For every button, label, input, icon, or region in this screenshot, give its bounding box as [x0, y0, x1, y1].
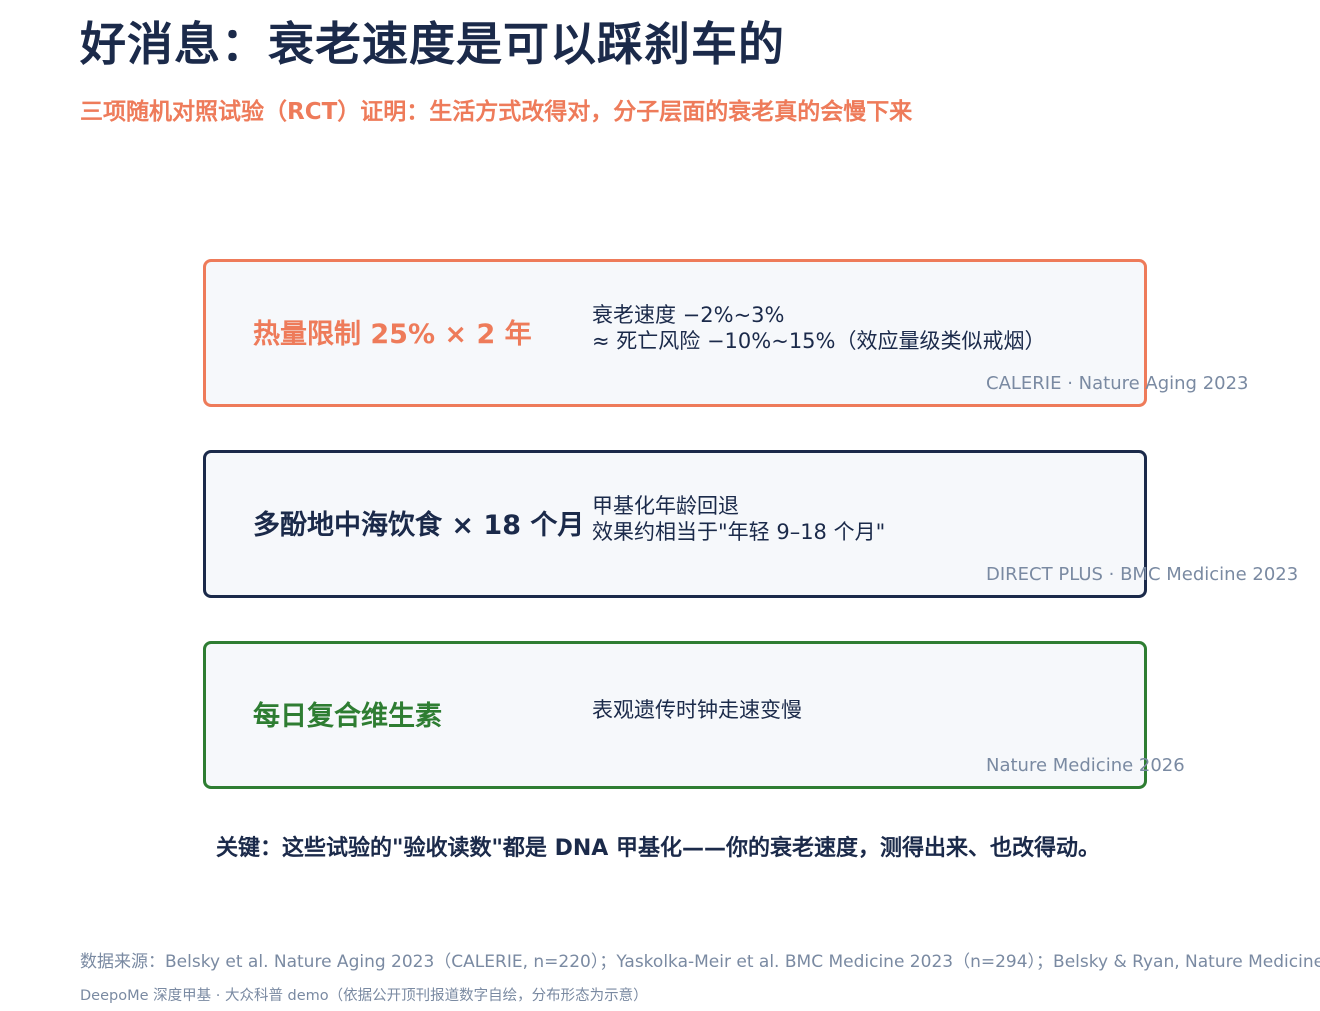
- footer-credit: DeepoMe 深度甲基 · 大众科普 demo（依据公开顶刊报道数字自绘，分布…: [80, 988, 648, 1004]
- page-subtitle: 三项随机对照试验（RCT）证明：生活方式改得对，分子层面的衰老真的会慢下来: [80, 99, 913, 125]
- card-multivitamin: 每日复合维生素 表观遗传时钟走速变慢 Nature Medicine 2026: [203, 641, 1185, 789]
- page-title: 好消息：衰老速度是可以踩刹车的: [80, 17, 785, 71]
- card-effect-line: 衰老速度 −2%~3%: [592, 303, 785, 327]
- card-effect: 表观遗传时钟走速变慢: [592, 697, 802, 723]
- card-source: CALERIE · Nature Aging 2023: [986, 373, 1249, 394]
- card-source: DIRECT PLUS · BMC Medicine 2023: [986, 564, 1299, 585]
- card-mediterranean-diet: 多酚地中海饮食 × 18 个月 甲基化年龄回退 效果约相当于"年轻 9–18 个…: [203, 450, 1298, 598]
- card-effect-line: 效果约相当于"年轻 9–18 个月": [592, 520, 886, 544]
- footer-source: 数据来源：Belsky et al. Nature Aging 2023（CAL…: [80, 952, 1320, 972]
- card-label: 每日复合维生素: [253, 701, 442, 732]
- card-calorie-restriction: 热量限制 25% × 2 年 衰老速度 −2%~3% ≈ 死亡风险 −10%~1…: [203, 259, 1249, 407]
- card-label: 多酚地中海饮食 × 18 个月: [253, 510, 585, 541]
- card-source: Nature Medicine 2026: [986, 755, 1185, 776]
- card-effect-line: 甲基化年龄回退: [592, 494, 739, 518]
- card-effect-line: ≈ 死亡风险 −10%~15%（效应量级类似戒烟）: [592, 329, 1046, 353]
- card-effect: 甲基化年龄回退 效果约相当于"年轻 9–18 个月": [592, 493, 885, 545]
- card-effect-line: 表观遗传时钟走速变慢: [592, 698, 802, 722]
- card-label: 热量限制 25% × 2 年: [253, 319, 532, 350]
- key-note: 关键：这些试验的"验收读数"都是 DNA 甲基化——你的衰老速度，测得出来、也改…: [216, 836, 1100, 861]
- card-effect: 衰老速度 −2%~3% ≈ 死亡风险 −10%~15%（效应量级类似戒烟）: [592, 302, 1046, 354]
